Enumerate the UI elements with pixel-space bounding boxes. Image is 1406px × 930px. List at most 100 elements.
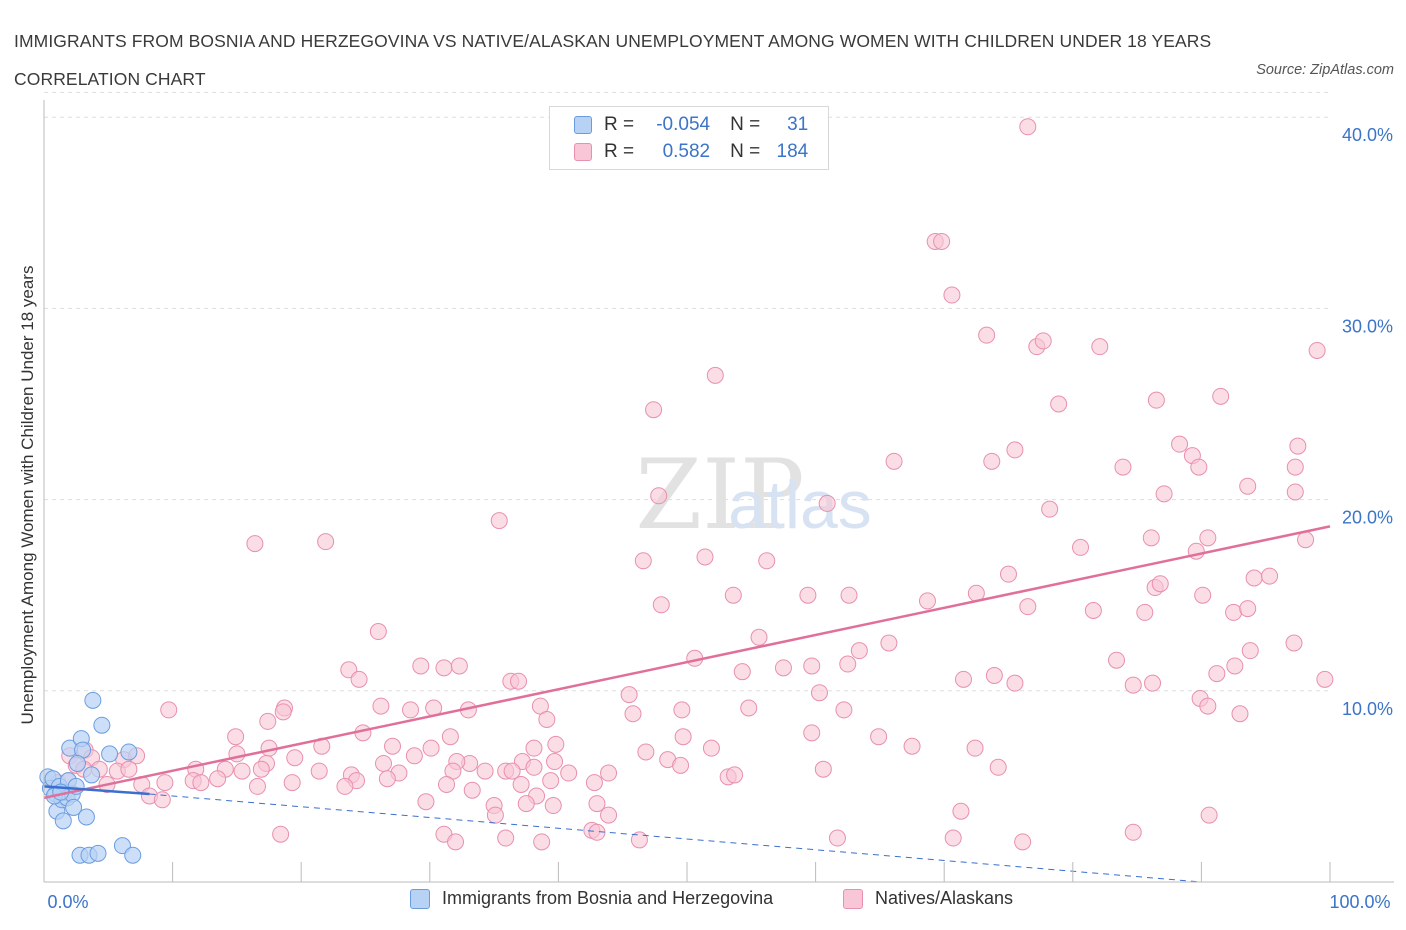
data-point-natives bbox=[1231, 705, 1249, 723]
y-axis-label: Unemployment Among Women with Children U… bbox=[18, 265, 37, 725]
data-point-natives bbox=[673, 701, 691, 719]
data-point-natives bbox=[525, 739, 543, 757]
data-point-natives bbox=[799, 586, 817, 604]
data-point-bosnia bbox=[84, 691, 102, 709]
data-point-natives bbox=[1006, 441, 1024, 459]
trend-line-bosnia bbox=[43, 785, 150, 796]
data-point-natives bbox=[943, 286, 961, 304]
data-point-natives bbox=[1108, 651, 1126, 669]
stats-legend: R = -0.054 N = 31 R = 0.582 N = 184 bbox=[549, 106, 829, 170]
data-point-natives bbox=[588, 795, 606, 813]
data-point-natives bbox=[989, 758, 1007, 776]
series-legend: Immigrants from Bosnia and Herzegovina N… bbox=[0, 888, 1406, 916]
data-point-natives bbox=[153, 791, 171, 809]
data-point-natives bbox=[724, 586, 742, 604]
data-point-natives bbox=[966, 739, 984, 757]
data-point-natives bbox=[510, 672, 528, 690]
data-point-natives bbox=[1308, 341, 1326, 359]
data-point-natives bbox=[880, 634, 898, 652]
data-point-natives bbox=[160, 701, 178, 719]
data-point-natives bbox=[1239, 477, 1257, 495]
data-point-bosnia bbox=[54, 812, 72, 830]
trend-line-natives bbox=[43, 525, 1331, 800]
data-point-natives bbox=[1155, 485, 1173, 503]
trend-line-bosnia-dashed bbox=[149, 793, 1202, 883]
data-point-natives bbox=[503, 762, 521, 780]
legend-swatch-pink bbox=[574, 143, 592, 161]
data-point-natives bbox=[317, 533, 335, 551]
data-point-natives bbox=[978, 326, 996, 344]
data-point-natives bbox=[1316, 670, 1334, 688]
data-point-natives bbox=[1190, 458, 1208, 476]
data-point-natives bbox=[417, 793, 435, 811]
data-point-natives bbox=[538, 710, 556, 728]
legend-swatch-blue bbox=[574, 116, 592, 134]
data-point-natives bbox=[774, 659, 792, 677]
data-point-natives bbox=[750, 628, 768, 646]
data-point-natives bbox=[412, 657, 430, 675]
data-point-natives bbox=[384, 737, 402, 755]
data-point-natives bbox=[828, 829, 846, 847]
data-point-natives bbox=[476, 762, 494, 780]
data-point-bosnia bbox=[77, 808, 95, 826]
data-point-natives bbox=[1285, 634, 1303, 652]
data-point-natives bbox=[375, 754, 393, 772]
legend-n-value: 184 bbox=[776, 141, 809, 162]
legend-swatch-blue bbox=[410, 888, 430, 909]
data-point-natives bbox=[696, 548, 714, 566]
data-point-natives bbox=[435, 659, 453, 677]
data-point-natives bbox=[870, 728, 888, 746]
data-point-natives bbox=[810, 684, 828, 702]
data-point-natives bbox=[1208, 665, 1226, 683]
data-point-natives bbox=[903, 737, 921, 755]
data-point-natives bbox=[542, 772, 560, 790]
data-point-natives bbox=[1014, 833, 1032, 851]
data-point-natives bbox=[192, 774, 210, 792]
data-point-natives bbox=[1072, 538, 1090, 556]
data-point-natives bbox=[422, 739, 440, 757]
legend-item-bosnia: Immigrants from Bosnia and Herzegovina bbox=[410, 888, 773, 909]
data-point-natives bbox=[840, 586, 858, 604]
data-point-natives bbox=[933, 232, 951, 250]
data-point-natives bbox=[490, 512, 508, 530]
data-point-natives bbox=[588, 823, 606, 841]
data-point-natives bbox=[1226, 657, 1244, 675]
data-point-natives bbox=[835, 701, 853, 719]
data-point-bosnia bbox=[89, 844, 107, 862]
data-point-natives bbox=[1212, 387, 1230, 405]
y-tick-label: 20.0% bbox=[1342, 508, 1393, 528]
data-point-bosnia bbox=[124, 846, 142, 864]
data-point-natives bbox=[1225, 603, 1243, 621]
data-point-natives bbox=[450, 657, 468, 675]
data-point-natives bbox=[1199, 697, 1217, 715]
data-point-bosnia bbox=[120, 743, 138, 761]
data-point-natives bbox=[952, 802, 970, 820]
data-point-natives bbox=[726, 766, 744, 784]
data-point-natives bbox=[1114, 458, 1132, 476]
data-point-natives bbox=[544, 797, 562, 815]
x-tick-label: 100.0% bbox=[1329, 892, 1390, 912]
data-point-natives bbox=[674, 728, 692, 746]
legend-row-bosnia: R = -0.054 N = 31 bbox=[574, 112, 808, 138]
data-point-natives bbox=[1194, 586, 1212, 604]
data-point-natives bbox=[634, 552, 652, 570]
data-point-natives bbox=[274, 703, 292, 721]
data-point-natives bbox=[486, 806, 504, 824]
data-point-natives bbox=[803, 724, 821, 742]
data-point-natives bbox=[1289, 437, 1307, 455]
legend-r-value: -0.054 bbox=[656, 114, 711, 135]
data-point-natives bbox=[525, 758, 543, 776]
data-point-natives bbox=[814, 760, 832, 778]
data-point-natives bbox=[585, 774, 603, 792]
watermark-atlas: atlas bbox=[728, 467, 872, 543]
data-point-natives bbox=[259, 712, 277, 730]
data-point-natives bbox=[1241, 642, 1259, 660]
legend-label-natives: Natives/Alaskans bbox=[875, 888, 1014, 908]
data-point-natives bbox=[547, 735, 565, 753]
legend-r-value: 0.582 bbox=[662, 141, 711, 162]
data-point-bosnia bbox=[101, 745, 119, 763]
legend-r-label: R = bbox=[604, 141, 635, 162]
data-point-natives bbox=[637, 743, 655, 761]
data-point-bosnia bbox=[83, 766, 101, 784]
data-point-natives bbox=[600, 806, 618, 824]
